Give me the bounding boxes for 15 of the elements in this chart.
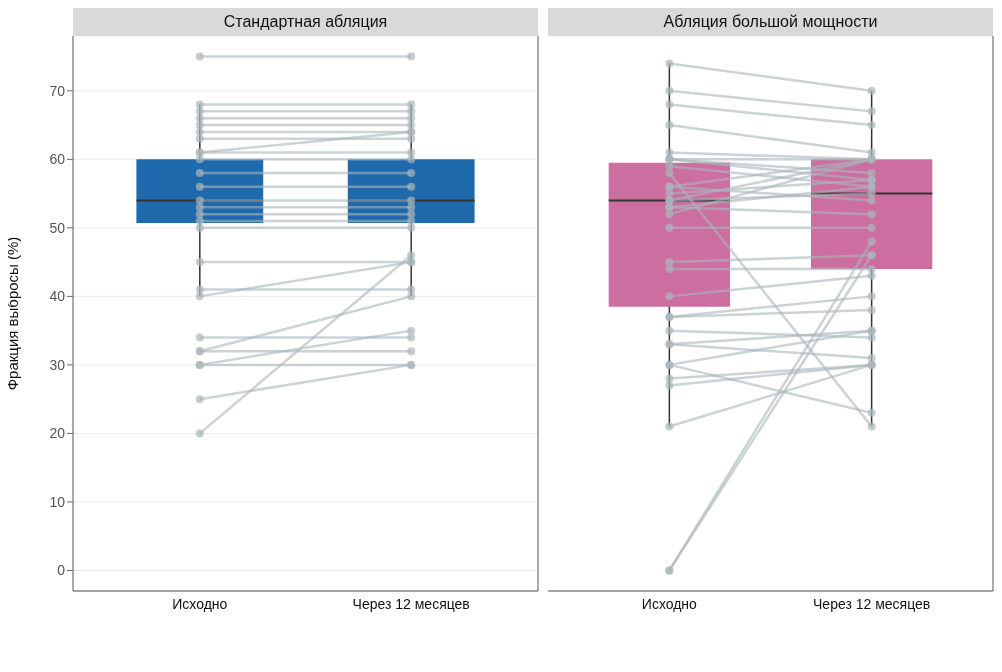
chart-title: Абляция большой мощности xyxy=(548,8,993,36)
y-tick-label: 0 xyxy=(57,562,66,579)
y-tick-label: 70 xyxy=(49,82,66,99)
y-tick-label: 20 xyxy=(49,425,66,442)
y-tick-label: 50 xyxy=(49,219,66,236)
y-tick-label: 60 xyxy=(49,151,66,168)
x-tick-label: Через 12 месяцев xyxy=(352,595,470,612)
y-tick-label: 40 xyxy=(49,288,66,305)
x-tick-label: Исходно xyxy=(172,595,228,612)
y-tick-label: 30 xyxy=(49,356,66,373)
x-tick-label: Через 12 месяцев xyxy=(813,595,931,612)
y-tick-label: 10 xyxy=(49,493,66,510)
x-tick-label: Исходно xyxy=(641,595,698,612)
y-axis-title: Фракция выбросы (%) xyxy=(4,236,22,391)
chart-title: Стандартная абляция xyxy=(73,8,538,36)
